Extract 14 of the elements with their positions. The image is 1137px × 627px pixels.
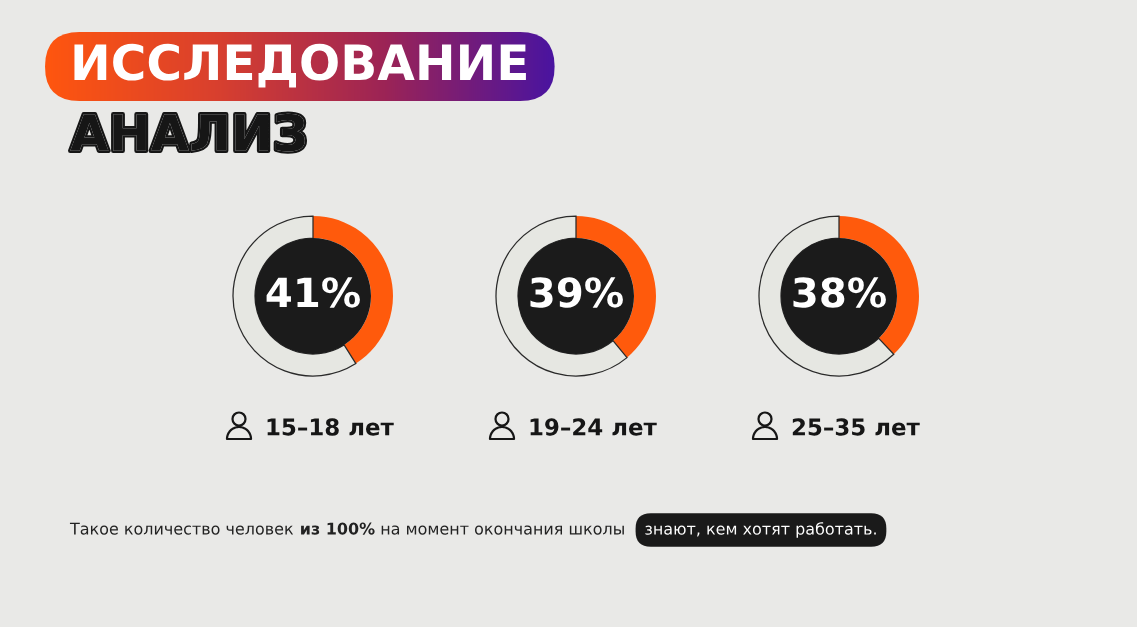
text: на момент окончания школы xyxy=(381,525,624,535)
text: знают, кем хотят работать. xyxy=(645,522,876,538)
text: ИССЛЕДОВАНИЕ xyxy=(74,43,526,88)
text: АНАЛИЗ xyxy=(70,113,305,152)
data-label: 39% xyxy=(530,277,623,308)
data-label: 41% xyxy=(266,277,360,308)
donut-slice xyxy=(758,215,895,377)
text: 25–35 лет xyxy=(792,418,920,436)
text: из 100% xyxy=(301,522,375,535)
text: Такое количество человек xyxy=(69,522,294,535)
donut-slice xyxy=(495,215,628,377)
text: 19–24 лет xyxy=(530,418,657,436)
text: 15–18 лет xyxy=(267,418,394,436)
data-label: 38% xyxy=(793,277,886,308)
